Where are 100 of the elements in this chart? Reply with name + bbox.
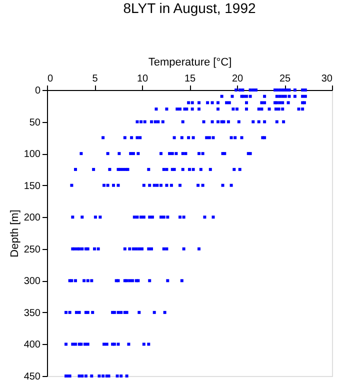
- point: [120, 374, 123, 378]
- point: [71, 342, 74, 346]
- point: [168, 152, 172, 156]
- point: [127, 342, 130, 346]
- point: [140, 247, 144, 250]
- point: [228, 101, 231, 104]
- point: [282, 120, 286, 124]
- y-axis-title: Depth [m]: [8, 210, 21, 258]
- point: [226, 120, 230, 124]
- point: [161, 120, 164, 124]
- point: [130, 136, 134, 140]
- point: [178, 216, 182, 219]
- point: [148, 216, 152, 219]
- point: [237, 120, 240, 124]
- point: [301, 94, 304, 98]
- point: [216, 108, 220, 111]
- point: [120, 310, 123, 314]
- point: [210, 120, 214, 124]
- point: [80, 247, 84, 250]
- point: [202, 120, 206, 124]
- point: [165, 247, 168, 250]
- point: [286, 101, 290, 104]
- point: [181, 168, 184, 171]
- point: [216, 120, 220, 124]
- point: [166, 279, 170, 282]
- point: [230, 184, 233, 187]
- x-axis-title: Temperature [°C]: [148, 56, 232, 68]
- point: [91, 310, 94, 314]
- point: [116, 342, 120, 346]
- point: [203, 216, 206, 219]
- point: [301, 88, 304, 92]
- y-tick-label: 300: [24, 276, 41, 288]
- point: [108, 168, 112, 171]
- point: [220, 94, 224, 98]
- point: [245, 101, 248, 104]
- x-tick-label: 10: [136, 74, 148, 84]
- point: [112, 184, 115, 187]
- point: [216, 101, 220, 104]
- point: [78, 310, 81, 314]
- point: [232, 168, 236, 171]
- point: [281, 101, 284, 104]
- point: [147, 247, 150, 250]
- point: [263, 101, 266, 104]
- point: [178, 184, 182, 187]
- point: [138, 310, 141, 314]
- point: [102, 136, 105, 140]
- point: [136, 152, 140, 156]
- point: [230, 94, 234, 98]
- point: [190, 108, 194, 111]
- point: [198, 152, 200, 156]
- point: [162, 216, 166, 219]
- point: [208, 136, 211, 140]
- point: [198, 108, 200, 111]
- x-tick-label: 15: [184, 74, 196, 84]
- point: [275, 120, 278, 124]
- point: [225, 101, 228, 104]
- point: [304, 88, 307, 92]
- point: [240, 136, 244, 140]
- point: [252, 88, 255, 92]
- point: [80, 216, 84, 219]
- point: [268, 108, 271, 111]
- point: [160, 184, 162, 187]
- point: [82, 279, 86, 282]
- point: [187, 136, 190, 140]
- point: [187, 101, 190, 104]
- point: [92, 168, 96, 171]
- point: [106, 152, 110, 156]
- point: [102, 374, 105, 378]
- point: [106, 184, 110, 187]
- point: [170, 184, 173, 187]
- point: [241, 88, 244, 92]
- point: [232, 108, 235, 111]
- x-tick-label: 20: [232, 74, 244, 84]
- point: [64, 342, 68, 346]
- point: [98, 216, 102, 219]
- point: [234, 88, 238, 92]
- point: [205, 136, 208, 140]
- point: [181, 120, 184, 124]
- y-tick-label: 100: [24, 149, 41, 160]
- point: [93, 247, 96, 250]
- point: [74, 279, 77, 282]
- point: [196, 184, 200, 187]
- point: [98, 374, 101, 378]
- point: [86, 279, 90, 282]
- point: [129, 152, 132, 156]
- point: [156, 120, 160, 124]
- point: [148, 279, 152, 282]
- point: [80, 152, 83, 156]
- point: [142, 342, 146, 346]
- point: [198, 101, 200, 104]
- point: [293, 94, 296, 98]
- point: [281, 108, 284, 111]
- point: [132, 216, 136, 219]
- point: [190, 101, 194, 104]
- point: [192, 136, 195, 140]
- point: [170, 152, 174, 156]
- point: [160, 152, 162, 156]
- point: [245, 108, 248, 111]
- point: [188, 168, 191, 171]
- point: [275, 94, 278, 98]
